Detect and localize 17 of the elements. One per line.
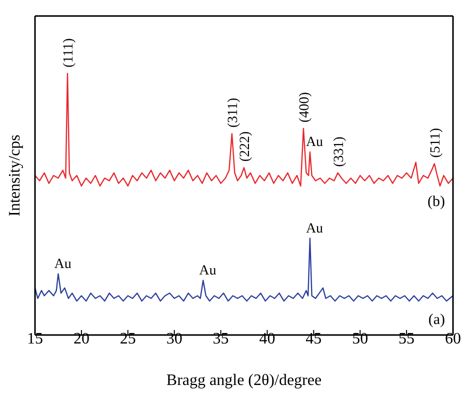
annotation: (511): [428, 128, 444, 158]
annotation: Au: [306, 134, 324, 150]
x-tick-label: 15: [27, 330, 43, 348]
annotation: (222): [238, 130, 253, 162]
annotation: (111): [62, 38, 77, 68]
annotation: (311): [226, 98, 241, 128]
x-axis-title: Bragg angle (2θ)/degree: [166, 372, 322, 389]
series-label: (a): [428, 312, 445, 328]
annotation: Au: [306, 221, 324, 236]
x-tick-label: 55: [398, 330, 415, 348]
annotation: Au: [199, 263, 216, 278]
x-tick-label: 60: [445, 330, 461, 348]
annotation: Au: [54, 256, 72, 272]
annotation: (400): [297, 92, 312, 122]
series-label: (b): [428, 194, 445, 210]
y-axis-title: Intensity/cps: [6, 134, 24, 216]
annotation: (331): [332, 136, 347, 167]
